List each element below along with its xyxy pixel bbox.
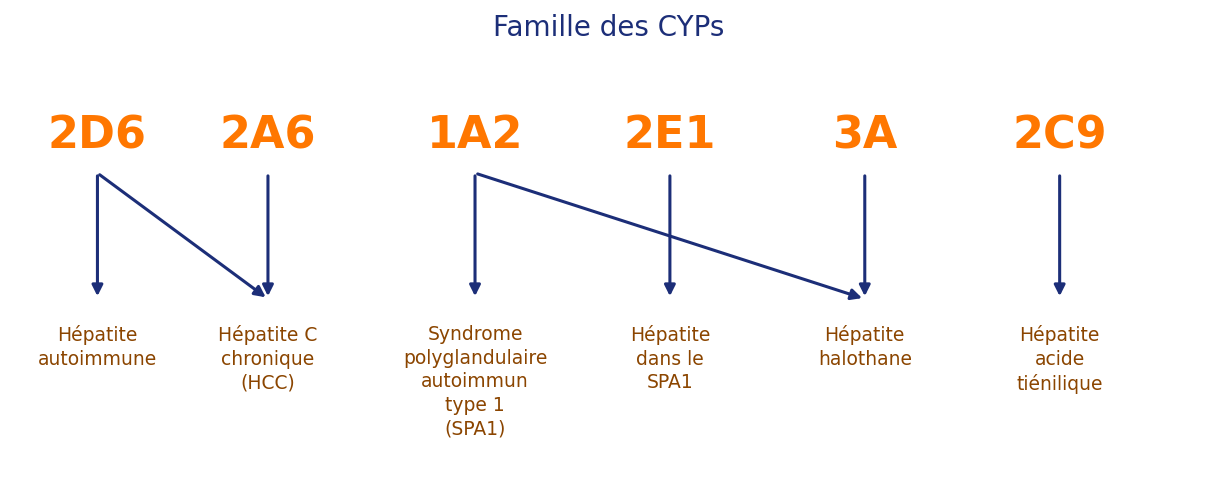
Text: Hépatite C
chronique
(HCC): Hépatite C chronique (HCC) bbox=[218, 325, 318, 393]
Text: 3A: 3A bbox=[832, 114, 898, 157]
Text: 2A6: 2A6 bbox=[219, 114, 317, 157]
Text: 2C9: 2C9 bbox=[1012, 114, 1107, 157]
Text: Famille des CYPs: Famille des CYPs bbox=[493, 14, 725, 42]
Text: 1A2: 1A2 bbox=[426, 114, 524, 157]
Text: Hépatite
dans le
SPA1: Hépatite dans le SPA1 bbox=[630, 325, 710, 393]
Text: Hépatite
halothane: Hépatite halothane bbox=[817, 325, 912, 369]
Text: Syndrome
polyglandulaire
autoimmun
type 1
(SPA1): Syndrome polyglandulaire autoimmun type … bbox=[403, 325, 547, 438]
Text: Hépatite
autoimmune: Hépatite autoimmune bbox=[38, 325, 157, 369]
Text: 2D6: 2D6 bbox=[48, 114, 147, 157]
Text: Hépatite
acide
tiénilique: Hépatite acide tiénilique bbox=[1016, 325, 1104, 394]
Text: 2E1: 2E1 bbox=[624, 114, 716, 157]
